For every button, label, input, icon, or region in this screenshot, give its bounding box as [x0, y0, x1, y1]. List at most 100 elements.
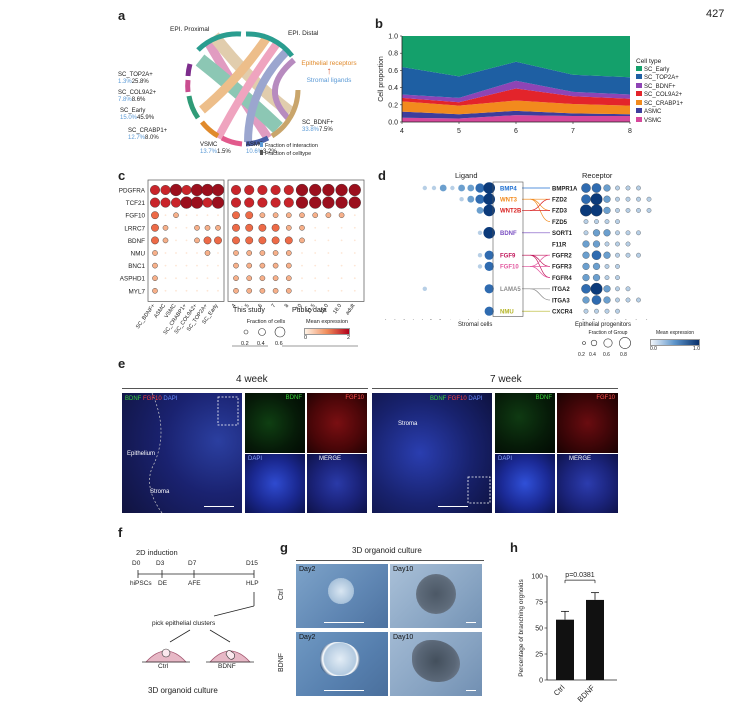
dot-c-left [150, 184, 161, 196]
dot-c-right [246, 288, 252, 294]
dot-d-receptor [615, 308, 620, 314]
dot-c-right [285, 225, 292, 231]
dot-c-right [299, 212, 305, 219]
ligand-label: NMU [500, 310, 514, 316]
dot-c-right [314, 264, 317, 267]
dot-d-receptor [590, 193, 603, 206]
dot-d-ligand [483, 182, 495, 194]
dot-c-right [322, 183, 335, 197]
stroma-label: Stroma [150, 489, 170, 495]
legend-label: VSMC [644, 117, 662, 124]
y-tick-label: 75 [535, 600, 543, 607]
arc-early [186, 95, 201, 120]
dot-c-right [258, 236, 267, 245]
day10-label: Day10 [393, 566, 414, 573]
receptor-label: FZD2 [552, 198, 568, 204]
value-interaction: 1.3% [118, 79, 132, 85]
dot-c-left [185, 289, 188, 292]
fgf10-channel-label: FGF10 [596, 395, 615, 401]
panel-label-g: g [280, 540, 288, 555]
dot-d-receptor [581, 183, 591, 193]
dot-c-right [272, 250, 279, 256]
dot-c-left [185, 252, 188, 254]
dot-d-receptor [615, 196, 620, 202]
dot-c-left [164, 277, 167, 280]
dot-d-receptor [636, 230, 641, 236]
y-tick-label: 0.8 [388, 51, 398, 58]
dot-d-receptor [603, 296, 611, 304]
dot-c-left [204, 225, 211, 231]
chord-ribbon [214, 39, 282, 140]
epithelium-label: Epithelium [127, 451, 156, 457]
dot-c-left [152, 250, 158, 256]
epithelial-receptors-label: Epithelial receptors [301, 60, 357, 67]
dot-c-right [232, 236, 240, 245]
group-name: SC_CRABP1+ [128, 128, 168, 134]
day10-label: Day10 [393, 634, 414, 641]
value-interaction: 13.7% [200, 149, 218, 155]
color-tick: 2 [346, 335, 350, 341]
merge-label: MERGE [569, 456, 592, 462]
ligand-label: FGF9 [500, 254, 516, 260]
gene-label: BNC1 [128, 263, 145, 270]
dotplot-frame-right [227, 179, 365, 302]
dot-c-left [196, 264, 198, 267]
dot-d-ligand [484, 306, 494, 316]
p-value-label: p=0.0381 [565, 572, 594, 579]
dot-c-left [194, 225, 200, 231]
dot-c-left [175, 277, 177, 280]
x-label-ligand: Macrophages [397, 318, 418, 320]
dot-c-left [217, 277, 219, 280]
dot-c-left [162, 225, 169, 231]
panel-label-h: h [510, 540, 518, 555]
dot-c-right [270, 184, 281, 196]
panel-label-e: e [118, 356, 126, 371]
area-series-asmc [402, 110, 630, 119]
dot-d-ligand [459, 197, 464, 202]
week4-merge-image: MERGE [307, 454, 367, 513]
week7-overview-image: BDNF FGF10 DAPI Stroma [372, 393, 492, 513]
arc-epi-proximal [196, 31, 242, 52]
dot-c-left [151, 223, 159, 232]
dot-c-right [257, 197, 268, 208]
panel-label-c: c [118, 168, 126, 183]
panel-g-rule [296, 560, 484, 561]
gene-label: BDNF [128, 238, 145, 245]
dot-c-right [257, 184, 268, 196]
gene-label: LRRC7 [124, 225, 145, 232]
organoid-shape [412, 640, 460, 682]
ligand-receptor-link [529, 254, 551, 267]
page-number: 427 [706, 8, 725, 20]
stage-hlp: HLP [246, 580, 259, 587]
organoid-shape [320, 642, 360, 676]
legend-swatch [636, 74, 642, 79]
dot-c-right [271, 223, 280, 232]
legend-swatch-celltype [260, 150, 263, 155]
dot-c-right [325, 212, 332, 219]
dot-c-left [175, 289, 177, 292]
dot-d-receptor [636, 196, 641, 202]
dot-c-right [301, 277, 303, 280]
dot-d-receptor [591, 250, 602, 260]
dot-c-right [338, 212, 345, 219]
dot-c-right [353, 226, 356, 229]
pick-clusters-label: pick epithelial clusters [152, 620, 216, 627]
value-celltype: 25.8% [131, 79, 149, 85]
size-circle-large [274, 326, 286, 338]
value-interaction: 15.0% [120, 115, 138, 121]
x-label-right: 10 [295, 303, 303, 311]
panel-c-size-legend: Fraction of cells 0.2 0.4 0.6 [236, 319, 296, 348]
bdnf-channel-label: BDNF [285, 395, 302, 401]
dot-c-left [185, 264, 188, 267]
scale-bar [466, 689, 476, 691]
size-circle [619, 337, 631, 349]
x-label-ligand: SC_COL9A2+ [433, 318, 454, 320]
dot-c-right [258, 223, 267, 232]
legend-label: SC_BDNF+ [644, 83, 676, 90]
dot-c-right [301, 264, 303, 267]
dot-d-receptor [603, 206, 611, 214]
panel-d-ligand-title: Ligand [455, 171, 478, 180]
fgf10-channel-label: FGF10 [345, 395, 364, 401]
dot-d-receptor [646, 208, 652, 213]
gene-label: TCF21 [126, 200, 146, 207]
